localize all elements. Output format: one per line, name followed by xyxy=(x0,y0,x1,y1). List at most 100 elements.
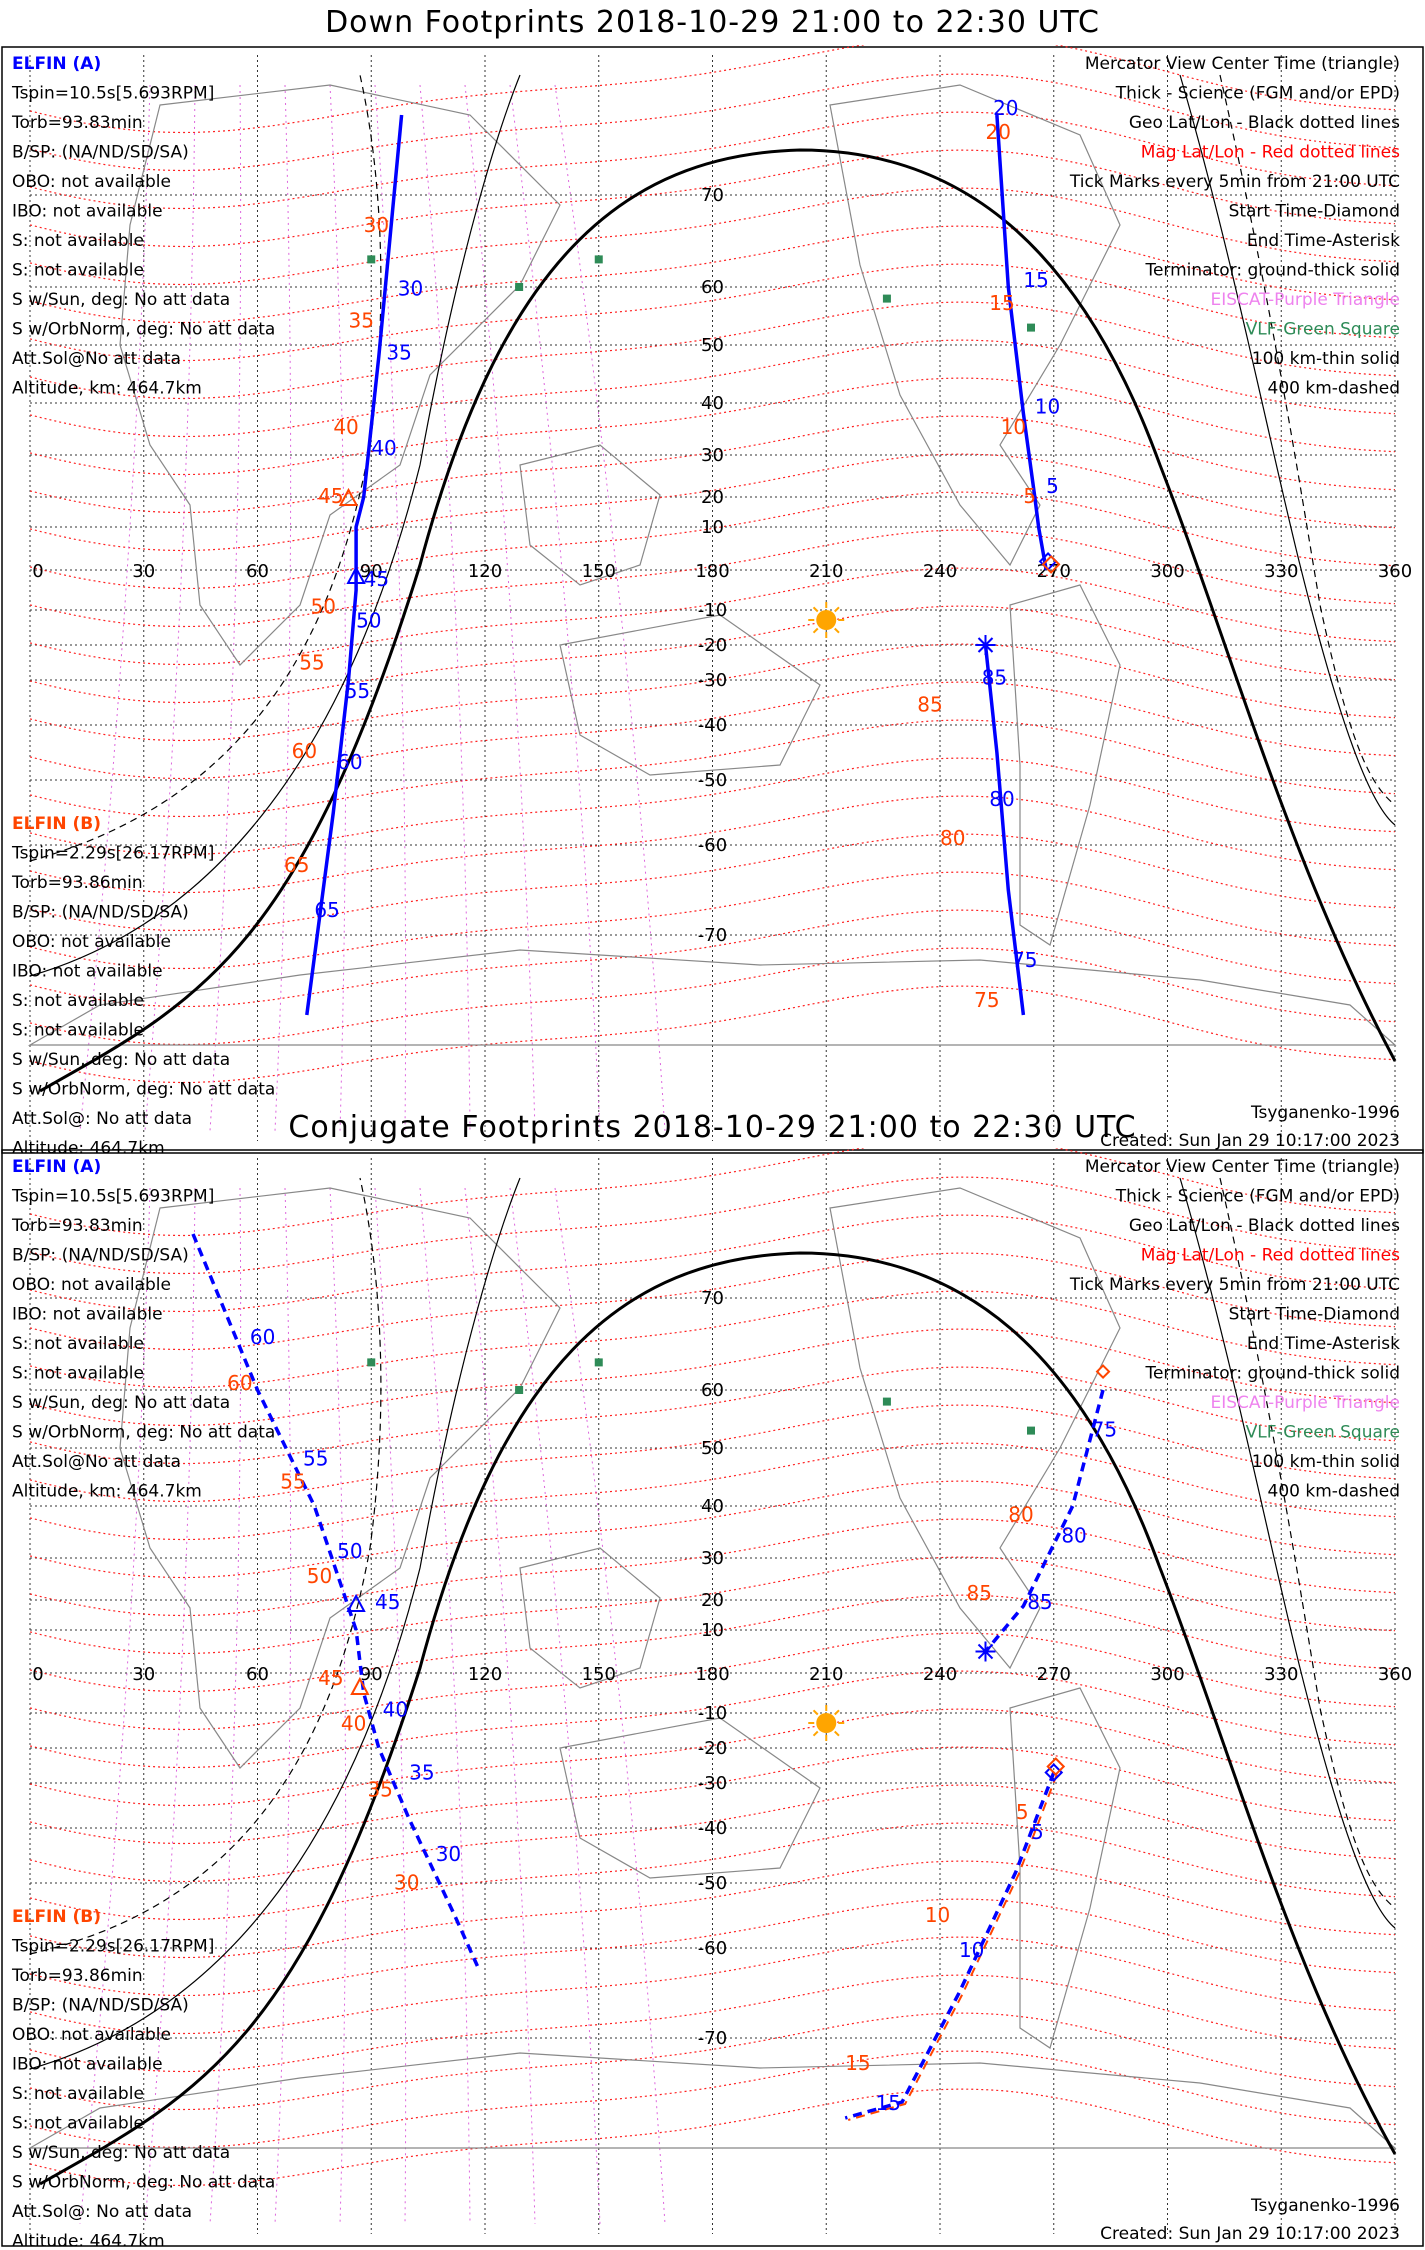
track-time-label: 50 xyxy=(307,1564,332,1588)
lat-tick-label: 60 xyxy=(701,1380,724,1401)
track-time-label: 5 xyxy=(1046,474,1059,498)
track-time-label: 35 xyxy=(367,1778,392,1802)
legend-entry: EISCAT-Purple Triangle xyxy=(1210,1393,1400,1413)
legend-entry: End Time-Asterisk xyxy=(1247,1334,1400,1354)
sat-a-name: ELFIN (A) xyxy=(12,54,101,74)
mag-meridian xyxy=(374,84,407,1132)
lon-tick-label: 180 xyxy=(695,561,729,582)
track-time-label: 15 xyxy=(876,2091,901,2115)
sat-b-info: IBO: not available xyxy=(12,962,163,982)
vlf-station-marker xyxy=(1027,323,1035,332)
track-time-label: 5 xyxy=(1016,1800,1029,1824)
legend-entry: Start Time-Diamond xyxy=(1229,202,1400,222)
track-time-label: 55 xyxy=(303,1446,328,1470)
lat-tick-label: -40 xyxy=(698,1818,727,1839)
center-time-triangle xyxy=(346,565,366,584)
mag-meridian xyxy=(464,84,536,1132)
sat-b-name: ELFIN (B) xyxy=(12,814,101,834)
sat-a-info: Att.Sol@No att data xyxy=(12,349,181,369)
track-time-label: 30 xyxy=(398,277,423,301)
lon-tick-label: 330 xyxy=(1264,1664,1298,1685)
sat-b-info: Att.Sol@: No att data xyxy=(12,2202,192,2222)
mag-meridian xyxy=(144,84,196,1132)
sat-b-info: S: not available xyxy=(12,991,144,1011)
mag-meridian xyxy=(419,1187,471,2225)
sun-ray xyxy=(834,606,840,613)
track-time-label: 10 xyxy=(1035,394,1060,418)
track-time-label: 60 xyxy=(292,739,317,763)
sat-b-info: S w/Sun, deg: No att data xyxy=(12,1050,230,1070)
lon-tick-label: 120 xyxy=(468,1664,502,1685)
lat-tick-label: -50 xyxy=(698,1873,727,1894)
track-time-label: 55 xyxy=(345,679,370,703)
footprint-map: 0 30 60 90 120 150 180 210 240 270 300 330 360 70 60 50… xyxy=(1,1148,1424,2249)
sun-ray xyxy=(812,627,819,634)
science-track xyxy=(995,114,1048,571)
sat-a-info: S: not available xyxy=(12,231,144,251)
continent-outline xyxy=(1009,584,1121,946)
track-time-label: 80 xyxy=(989,787,1014,811)
model-name: Tsyganenko-1996 xyxy=(1250,2196,1400,2216)
created-date: Created: Sun Jan 29 10:17:00 2023 xyxy=(1100,2224,1400,2244)
track-time-label: 15 xyxy=(1023,268,1048,292)
mag-meridian xyxy=(209,1187,242,2225)
lon-tick-label: 270 xyxy=(1037,1664,1071,1685)
legend-entry: Thick - Science (FGM and/or EPD) xyxy=(1115,1187,1400,1207)
lat-tick-label: 70 xyxy=(701,185,724,206)
track-time-label: 45 xyxy=(364,567,389,591)
sat-b-info: Altitude: 464.7km xyxy=(12,2232,165,2249)
terminator-100km-east xyxy=(1179,1177,1396,1929)
sat-a-info: S w/Sun, deg: No att data xyxy=(12,290,230,310)
track-time-label: 55 xyxy=(299,651,324,675)
lon-tick-label: 210 xyxy=(809,1664,843,1685)
sat-b-info: Att.Sol@: No att data xyxy=(12,1109,192,1129)
track-time-label: 60 xyxy=(337,750,362,774)
track-time-label: 75 xyxy=(1092,1417,1117,1441)
map-frame xyxy=(1,1149,1424,2247)
terminator-400km xyxy=(29,74,382,862)
lon-tick-label: 300 xyxy=(1150,561,1184,582)
lat-tick-label: -60 xyxy=(698,835,727,856)
lat-tick-label: 40 xyxy=(701,1496,724,1517)
end-time-asterisk xyxy=(977,1643,994,1660)
track-time-label: 50 xyxy=(311,595,336,619)
lon-tick-label: 180 xyxy=(695,1664,729,1685)
legend-entry: 400 km-dashed xyxy=(1268,379,1400,399)
lat-tick-label: 10 xyxy=(701,517,724,538)
dashed-track xyxy=(844,1771,1056,2120)
panel-title: Conjugate Footprints 2018-10-29 21:00 to… xyxy=(288,1110,1137,1145)
track-time-label: 60 xyxy=(227,1371,252,1395)
track-time-label: 50 xyxy=(356,609,381,633)
legend-entry: EISCAT-Purple Triangle xyxy=(1210,290,1400,310)
lat-tick-label: -40 xyxy=(698,715,727,736)
lat-tick-label: 60 xyxy=(701,277,724,298)
track-time-label: 45 xyxy=(375,1590,400,1614)
track-time-label: 20 xyxy=(986,120,1011,144)
track-time-label: 50 xyxy=(337,1539,362,1563)
legend-entry: End Time-Asterisk xyxy=(1247,231,1400,251)
sat-b-name: ELFIN (B) xyxy=(12,1907,101,1927)
sat-a-info: Altitude, km: 464.7km xyxy=(12,1482,202,1502)
sat-a-info: Att.Sol@No att data xyxy=(12,1452,181,1472)
legend-entry: VLF-Green Square xyxy=(1246,320,1400,340)
lat-tick-label: 70 xyxy=(701,1288,724,1309)
track-time-label: 75 xyxy=(1012,948,1037,972)
lat-tick-label: -30 xyxy=(698,670,727,691)
track-time-label: 85 xyxy=(1027,1590,1052,1614)
continent-outline xyxy=(1009,1687,1121,2049)
track-time-label: 80 xyxy=(940,826,965,850)
sun-ray xyxy=(812,1730,819,1737)
sat-b-info: Torb=93.86min xyxy=(11,873,143,893)
mag-meridian xyxy=(79,84,151,1132)
lon-tick-label: 150 xyxy=(582,561,616,582)
mag-meridian xyxy=(274,1187,292,2225)
track-time-label: 45 xyxy=(318,484,343,508)
mag-meridian xyxy=(329,1187,347,2225)
legend-entry: 100 km-thin solid xyxy=(1252,349,1400,369)
mag-meridian xyxy=(144,1187,196,2225)
lon-tick-label: 330 xyxy=(1264,561,1298,582)
continent-outline xyxy=(27,949,1397,1046)
mag-meridian xyxy=(464,1187,536,2225)
sat-a-info: Torb=93.83min xyxy=(11,1216,143,1236)
sat-b-info: S w/OrbNorm, deg: No att data xyxy=(12,2173,275,2193)
